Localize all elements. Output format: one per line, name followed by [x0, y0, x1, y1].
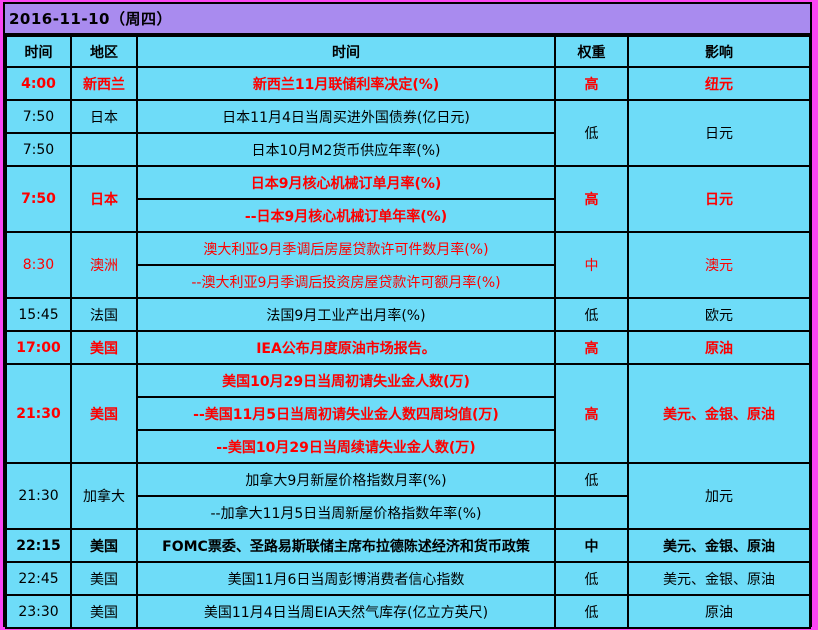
table-row: 7:50 日本10月M2货币供应年率(%): [5, 132, 810, 167]
weight-cell: 低: [554, 594, 629, 629]
event-cell: IEA公布月度原油市场报告。: [136, 330, 556, 365]
region-cell: 新西兰: [70, 66, 138, 101]
header-time: 时间: [5, 35, 72, 68]
event-cell: 日本11月4日当周买进外国债券(亿日元): [136, 99, 556, 134]
weight-cell: 低: [554, 561, 629, 596]
table-row: 22:15 美国 FOMC票委、圣路易斯联储主席布拉德陈述经济和货币政策 中 美…: [5, 528, 811, 563]
table-row: --澳大利亚9月季调后投资房屋贷款许可额月率(%): [6, 264, 810, 299]
time-cell: 21:30: [5, 363, 72, 464]
weight-cell: 低: [554, 99, 629, 167]
title-bar: 2016-11-10（周四）: [5, 4, 810, 35]
region-cell: 美国: [70, 561, 138, 596]
weight-cell: [554, 495, 629, 530]
event-cell: 加拿大9月新屋价格指数月率(%): [136, 462, 556, 497]
time-cell: 22:15: [5, 528, 72, 563]
region-cell: 澳洲: [70, 231, 138, 299]
event-cell: 新西兰11月联储利率决定(%): [136, 66, 556, 101]
event-cell: --日本9月核心机械订单年率(%): [136, 198, 556, 233]
calendar-table: 时间 地区 时间 权重 影响 4:00 新西兰 新西兰11月联储利率决定(%) …: [5, 35, 811, 629]
impact-cell: 加元: [627, 462, 811, 530]
time-cell: 7:50: [5, 132, 72, 167]
impact-cell: 原油: [627, 594, 811, 629]
table-row: 8:30 澳洲 澳大利亚9月季调后房屋贷款许可件数月率(%) 中 澳元: [5, 231, 811, 299]
table-row: 4:00 新西兰 新西兰11月联储利率决定(%) 高 纽元: [5, 66, 811, 101]
event-cell: --美国11月5日当周初请失业金人数四周均值(万): [136, 396, 556, 431]
impact-cell: 美元、金银、原油: [627, 528, 811, 563]
impact-cell: 美元、金银、原油: [627, 561, 811, 596]
weight-cell: 低: [554, 462, 629, 497]
table-row: 17:00 美国 IEA公布月度原油市场报告。 高 原油: [5, 330, 811, 365]
impact-cell: 欧元: [627, 297, 811, 332]
event-cell: 美国10月29日当周初请失业金人数(万): [136, 363, 556, 398]
calendar-panel: 2016-11-10（周四） 时间 地区 时间 权重 影响 4:00 新西兰: [3, 2, 812, 629]
impact-cell: 美元、金银、原油: [627, 363, 811, 464]
weight-cell: 中: [554, 528, 629, 563]
time-cell: 15:45: [5, 297, 72, 332]
impact-cell: 原油: [627, 330, 811, 365]
event-cell: 澳大利亚9月季调后房屋贷款许可件数月率(%): [136, 231, 556, 266]
weight-cell: 中: [554, 231, 629, 299]
event-cell: --加拿大11月5日当周新屋价格指数年率(%): [136, 495, 556, 530]
impact-cell: 日元: [627, 99, 811, 167]
table-row: --日本9月核心机械订单年率(%): [6, 198, 810, 233]
header-event: 时间: [136, 35, 556, 68]
header-row: 时间 地区 时间 权重 影响: [5, 35, 811, 68]
weight-cell: 高: [554, 66, 629, 101]
region-cell: 美国: [70, 363, 138, 464]
event-cell: --澳大利亚9月季调后投资房屋贷款许可额月率(%): [136, 264, 556, 299]
event-cell: FOMC票委、圣路易斯联储主席布拉德陈述经济和货币政策: [136, 528, 556, 563]
region-cell: [70, 132, 138, 167]
time-cell: 8:30: [5, 231, 72, 299]
region-cell: 美国: [70, 330, 138, 365]
weight-cell: 高: [554, 330, 629, 365]
region-cell: 法国: [70, 297, 138, 332]
weight-cell: 低: [554, 297, 629, 332]
table-row: 21:30 加拿大 加拿大9月新屋价格指数月率(%) 低 加元: [5, 462, 811, 530]
region-cell: 美国: [70, 594, 138, 629]
table-row: 22:45 美国 美国11月6日当周彭博消费者信心指数 低 美元、金银、原油: [5, 561, 811, 596]
time-cell: 4:00: [5, 66, 72, 101]
weight-cell: 高: [554, 165, 629, 233]
header-impact: 影响: [627, 35, 811, 68]
event-cell: 美国11月4日当周EIA天然气库存(亿立方英尺): [136, 594, 556, 629]
time-cell: 17:00: [5, 330, 72, 365]
time-cell: 7:50: [5, 165, 72, 233]
header-region: 地区: [70, 35, 138, 68]
header-weight: 权重: [554, 35, 629, 68]
time-cell: 21:30: [5, 462, 72, 530]
impact-cell: 纽元: [627, 66, 811, 101]
event-cell: 日本10月M2货币供应年率(%): [136, 132, 556, 167]
event-cell: 日本9月核心机械订单月率(%): [136, 165, 556, 200]
region-cell: 美国: [70, 528, 138, 563]
impact-cell: 澳元: [627, 231, 811, 299]
weight-cell: 高: [554, 363, 629, 464]
table-row: --美国10月29日当周续请失业金人数(万): [6, 429, 810, 464]
event-cell: --美国10月29日当周续请失业金人数(万): [136, 429, 556, 464]
event-cell: 法国9月工业产出月率(%): [136, 297, 556, 332]
event-cell: 美国11月6日当周彭博消费者信心指数: [136, 561, 556, 596]
impact-cell: 日元: [627, 165, 811, 233]
table-row: 21:30 美国 美国10月29日当周初请失业金人数(万) 高 美元、金银、原油: [5, 363, 811, 464]
table-row: --加拿大11月5日当周新屋价格指数年率(%): [6, 495, 810, 530]
time-cell: 7:50: [5, 99, 72, 134]
table-row: 7:50 日本 日本11月4日当周买进外国债券(亿日元) 低 日元: [5, 99, 811, 167]
time-cell: 22:45: [5, 561, 72, 596]
table-row: --美国11月5日当周初请失业金人数四周均值(万): [6, 396, 810, 431]
table-row: 15:45 法国 法国9月工业产出月率(%) 低 欧元: [5, 297, 811, 332]
region-cell: 日本: [70, 165, 138, 233]
table-row: 23:30 美国 美国11月4日当周EIA天然气库存(亿立方英尺) 低 原油: [5, 594, 811, 629]
table-row: 7:50 日本 日本9月核心机械订单月率(%) 高 日元: [5, 165, 811, 233]
date-title: 2016-11-10（周四）: [9, 10, 172, 28]
region-cell: 加拿大: [70, 462, 138, 530]
region-cell: 日本: [70, 99, 138, 134]
time-cell: 23:30: [5, 594, 72, 629]
